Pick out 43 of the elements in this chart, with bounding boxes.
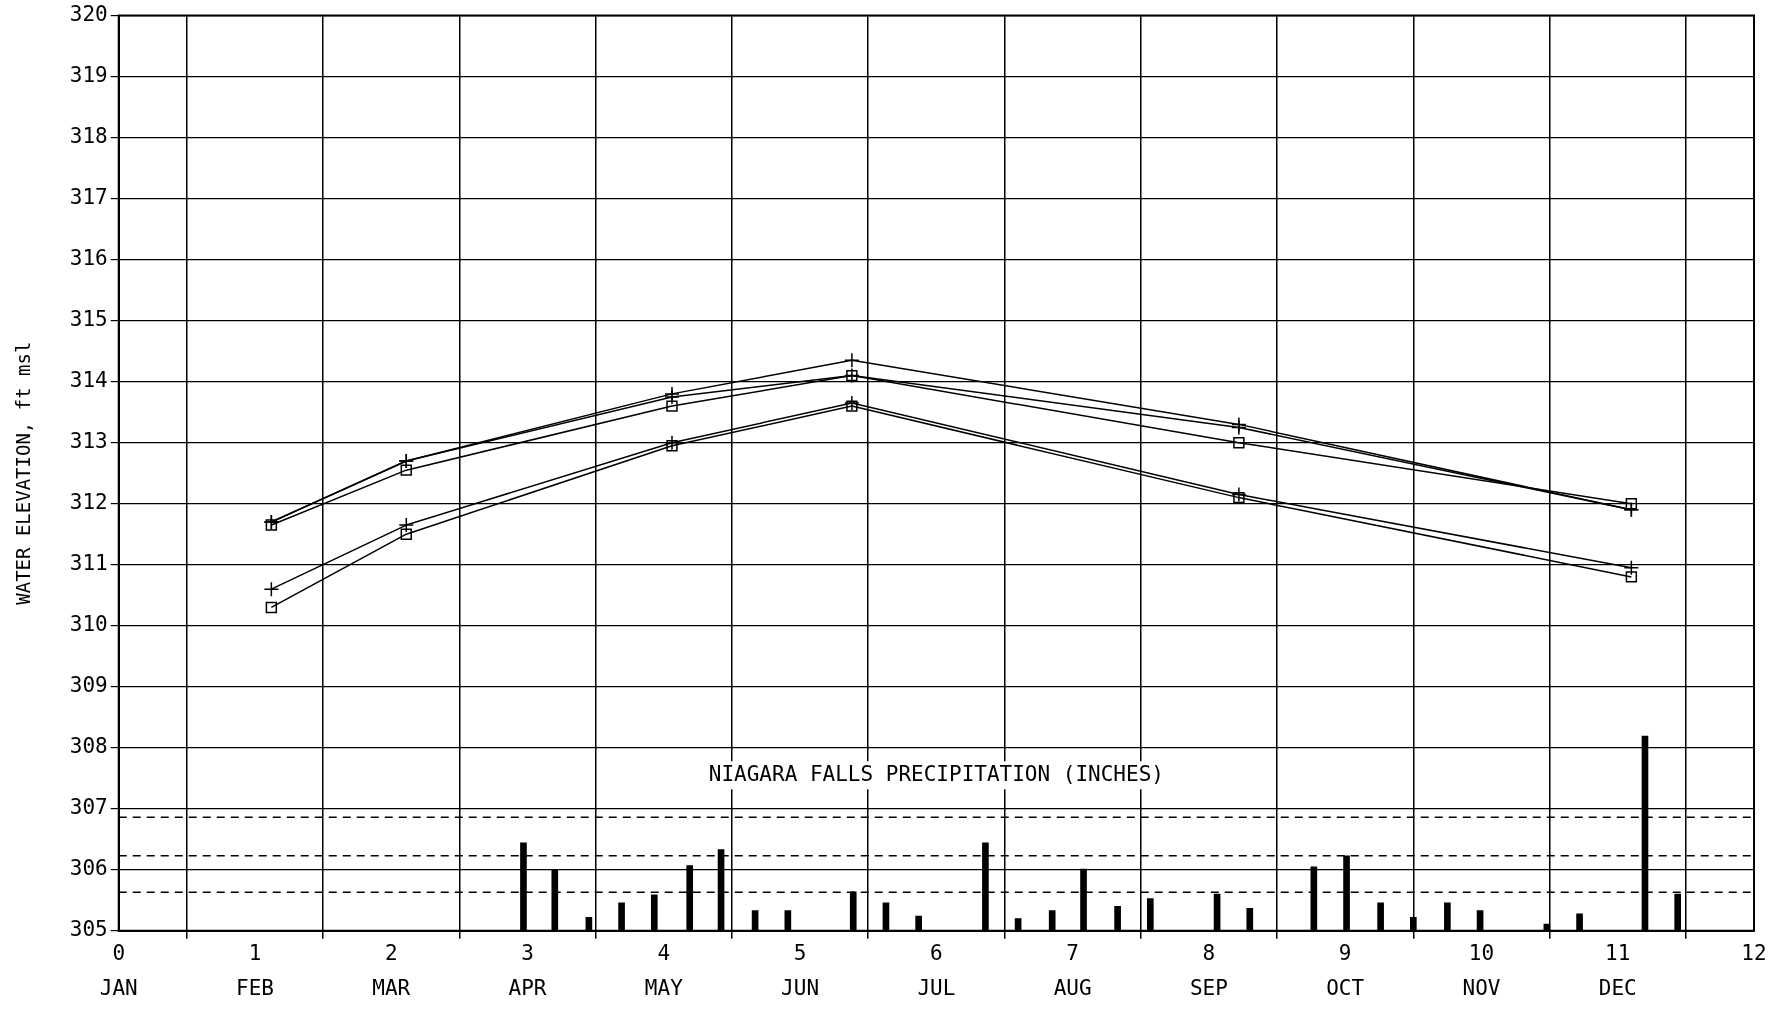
x-tick-label: 9 [1338, 940, 1352, 965]
y-tick-label: 320 [69, 2, 108, 27]
y-tick-label: 316 [69, 246, 108, 271]
y-axis-title: WATER ELEVATION, ft msl [12, 341, 35, 605]
y-tick-label: 317 [69, 185, 108, 210]
x-tick-label: 0 [112, 940, 126, 965]
x-tick-label: 5 [793, 940, 807, 965]
y-tick-label: 312 [69, 490, 108, 515]
y-tick-label: 308 [69, 734, 108, 759]
text: JAN [99, 976, 138, 1001]
y-tick-label: 305 [69, 917, 108, 942]
y-tick-label: 309 [69, 673, 108, 698]
x-tick-label: 1 [248, 940, 262, 965]
text: APR [508, 976, 547, 1001]
y-tick-label: 318 [69, 124, 108, 149]
x-tick-label: 3 [521, 940, 534, 965]
y-tick-label: 306 [69, 856, 108, 881]
y-tick-label: 311 [69, 551, 108, 576]
x-tick-label: 12 [1741, 940, 1767, 965]
x-tick-label: 6 [930, 940, 943, 965]
y-tick-label: 314 [69, 368, 108, 393]
y-tick-label: 310 [69, 612, 108, 637]
text: DEC [1598, 976, 1637, 1001]
x-tick-label: 2 [384, 940, 398, 965]
text: FEB [236, 976, 274, 1001]
text: AUG [1053, 976, 1092, 1001]
y-tick-label: 313 [69, 429, 108, 454]
text: OCT [1326, 976, 1365, 1001]
text: SEP [1189, 976, 1228, 1001]
y-tick-label: 319 [69, 63, 108, 88]
y-tick-label: 307 [69, 795, 108, 820]
x-tick-label: 11 [1605, 940, 1631, 965]
x-tick-label: 8 [1202, 940, 1216, 965]
text: MAR [372, 976, 411, 1001]
text: NOV [1462, 976, 1501, 1001]
text: JUL [917, 976, 956, 1001]
annotation: NIAGARA FALLS PRECIPITATION (INCHES) [708, 761, 1164, 786]
x-tick-label: 10 [1468, 940, 1495, 965]
x-tick-label: 7 [1066, 940, 1079, 965]
x-tick-label: 4 [657, 940, 671, 965]
text: JUN [781, 976, 820, 1001]
y-tick-label: 315 [69, 307, 108, 332]
text: MAY [644, 976, 684, 1001]
